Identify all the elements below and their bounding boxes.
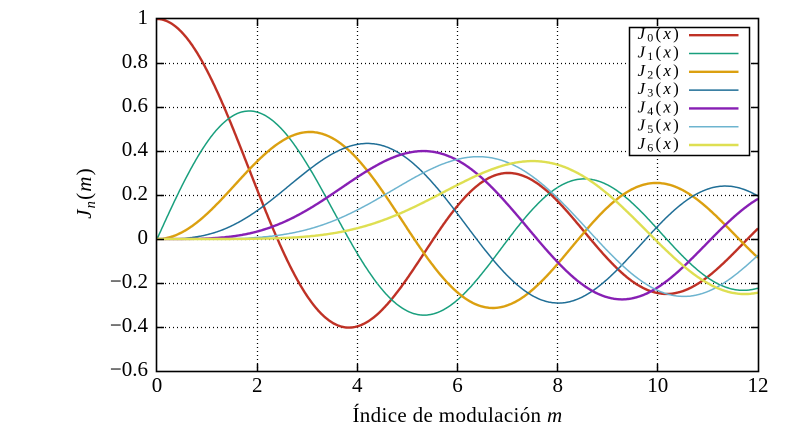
svg-text:−0.6: −0.6 xyxy=(110,357,148,381)
svg-text:0: 0 xyxy=(152,373,163,397)
svg-text:−0.2: −0.2 xyxy=(110,269,148,293)
svg-text:J1(x): J1(x) xyxy=(638,43,681,64)
svg-text:1: 1 xyxy=(138,5,149,29)
svg-text:0: 0 xyxy=(138,225,149,249)
svg-text:6: 6 xyxy=(452,373,463,397)
svg-text:Jn(m): Jn(m) xyxy=(72,167,99,219)
svg-text:8: 8 xyxy=(552,373,563,397)
svg-text:12: 12 xyxy=(748,373,769,397)
svg-text:J2(x): J2(x) xyxy=(638,61,681,82)
svg-text:2: 2 xyxy=(252,373,263,397)
svg-text:−0.4: −0.4 xyxy=(110,313,149,337)
svg-text:J4(x): J4(x) xyxy=(638,97,681,118)
svg-text:4: 4 xyxy=(352,373,363,397)
svg-text:J0(x): J0(x) xyxy=(638,24,681,45)
svg-text:10: 10 xyxy=(647,373,668,397)
svg-text:J3(x): J3(x) xyxy=(638,79,681,100)
svg-text:0.2: 0.2 xyxy=(122,181,148,205)
svg-text:Índice de modulación m: Índice de modulación m xyxy=(352,403,562,427)
svg-text:0.4: 0.4 xyxy=(122,137,149,161)
svg-text:J5(x): J5(x) xyxy=(638,116,681,137)
svg-text:0.6: 0.6 xyxy=(122,93,148,117)
svg-text:0.8: 0.8 xyxy=(122,49,148,73)
svg-text:J6(x): J6(x) xyxy=(638,134,681,155)
